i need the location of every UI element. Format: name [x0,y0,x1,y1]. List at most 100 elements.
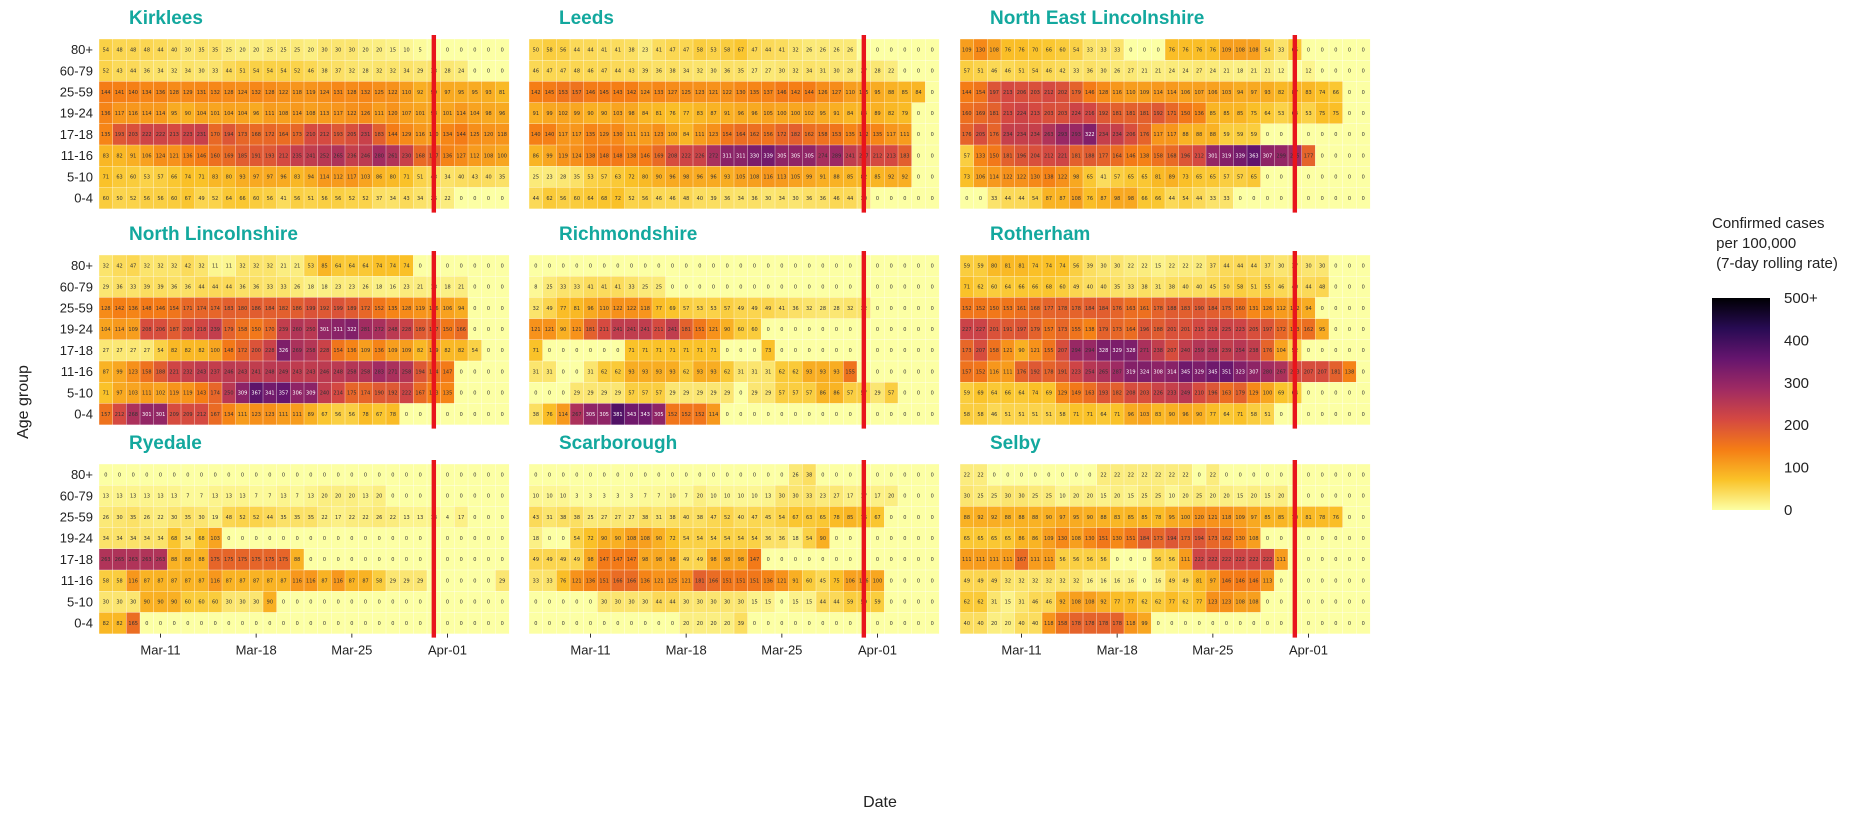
cell-value-label: 203 [1140,391,1150,397]
cell-value-label: 57 [1237,175,1243,181]
y-tick-label: 17-18 [60,343,93,358]
cell-value-label: 60 [103,196,109,202]
cell-value-label: 44 [1018,196,1024,202]
cell-value-label: 0 [1252,196,1255,202]
cell-value-label: 75 [1333,111,1339,117]
cell-value-label: 0 [296,600,299,606]
cell-value-label: 26 [833,47,839,53]
cell-value-label: 45 [820,578,826,584]
cell-value-label: 0 [391,600,394,606]
cell-value-label: 84 [915,90,921,96]
cell-value-label: 24 [1169,69,1175,75]
cell-value-label: 111 [238,412,248,418]
cell-value-label: 97 [444,90,450,96]
cell-value-label: 93 [710,369,716,375]
cell-value-label: 0 [391,621,394,627]
cell-value-label: 107 [1194,90,1204,96]
cell-value-label: 0 [1334,69,1337,75]
cell-value-label: 0 [405,600,408,606]
cell-value-label: 0 [1266,600,1269,606]
cell-value-label: 208 [142,327,152,333]
cell-value-label: 0 [917,111,920,117]
cell-value-label: 20 [308,47,314,53]
cell-value-label: 0 [446,578,449,584]
cell-value-label: 0 [903,285,906,291]
cell-value-label: 181 [989,111,999,117]
cell-value-label: 0 [1321,621,1324,627]
cell-value-label: 31 [991,600,997,606]
cell-value-label: 0 [1280,536,1283,542]
cell-value-label: 30 [642,600,648,606]
cell-value-label: 0 [460,494,463,500]
cell-value-label: 74 [1059,263,1065,269]
cell-value-label: 60 [1059,285,1065,291]
cell-value-label: 249 [279,369,289,375]
cell-value-label: 0 [1129,47,1132,53]
cell-value-label: 28 [833,306,839,312]
cell-value-label: 108 [1249,536,1259,542]
cell-value-label: 0 [1348,515,1351,521]
cell-value-label: 33 [1073,69,1079,75]
cell-value-label: 0 [1334,621,1337,627]
cell-value-label: 0 [794,327,797,333]
cell-value-label: 0 [616,472,619,478]
cell-value-label: 203 [1044,111,1054,117]
cell-value-label: 10 [738,494,744,500]
cell-value-label: 10 [1169,494,1175,500]
cell-value-label: 0 [1266,621,1269,627]
cell-value-label: 30 [253,600,259,606]
cell-value-label: 0 [1307,132,1310,138]
cell-value-label: 29 [601,391,607,397]
cell-value-label: 236 [347,153,357,159]
cell-value-label: 0 [931,536,934,542]
cell-value-label: 0 [1334,536,1337,542]
cell-value-label: 103 [1140,412,1150,418]
cell-value-label: 56 [1073,263,1079,269]
cell-value-label: 0 [562,600,565,606]
cell-value-label: 71 [628,348,634,354]
cell-value-label: 91 [792,578,798,584]
cell-value-label: 46 [533,69,539,75]
cell-value-label: 57 [964,153,970,159]
cell-value-label: 223 [1235,327,1245,333]
cell-value-label: 36 [806,196,812,202]
cell-value-label: 158 [238,327,248,333]
cell-value-label: 0 [487,348,490,354]
cell-value-label: 42 [185,263,191,269]
cell-value-label: 0 [364,600,367,606]
cell-value-label: 82 [458,348,464,354]
cell-value-label: 12 [1278,69,1284,75]
cell-value-label: 0 [1116,557,1119,563]
cell-value-label: 237 [210,369,220,375]
cell-value-label: 146 [1222,578,1232,584]
cell-value-label: 27 [833,494,839,500]
cell-value-label: 168 [1167,153,1177,159]
cell-value-label: 210 [1194,391,1204,397]
cell-value-label: 108 [750,175,760,181]
cell-value-label: 114 [1153,90,1163,96]
cell-value-label: 0 [1362,327,1365,333]
cell-value-label: 0 [1321,306,1324,312]
cell-value-label: 51 [239,69,245,75]
y-tick-label: 19-24 [60,531,93,546]
cell-value-label: 0 [903,196,906,202]
cell-value-label: 154 [976,90,986,96]
cell-value-label: 129 [1058,391,1068,397]
x-tick-label: Mar-25 [761,643,802,658]
cell-value-label: 0 [534,263,537,269]
cell-value-label: 76 [669,111,675,117]
cell-value-label: 0 [473,494,476,500]
cell-value-label: 0 [255,621,258,627]
cell-value-label: 53 [1278,111,1284,117]
cell-value-label: 31 [751,369,757,375]
cell-value-label: 160 [210,153,220,159]
cell-value-label: 72 [628,175,634,181]
cell-value-label: 47 [710,515,716,521]
cell-value-label: 17 [458,515,464,521]
cell-value-label: 40 [1182,285,1188,291]
cell-value-label: 146 [640,153,650,159]
cell-value-label: 7 [200,494,203,500]
cell-value-label: 30 [615,600,621,606]
cell-value-label: 58 [977,412,983,418]
cell-value-label: 0 [903,472,906,478]
